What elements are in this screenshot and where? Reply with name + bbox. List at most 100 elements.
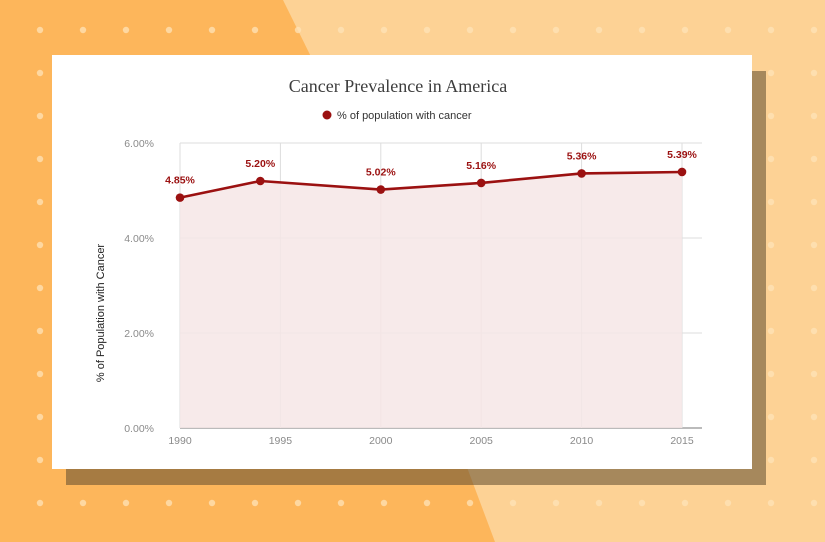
x-tick-label: 1995 [269, 435, 293, 447]
background-dot [36, 26, 44, 34]
background-dot [36, 327, 44, 335]
background-dot [767, 370, 775, 378]
background-dot [337, 499, 345, 507]
background-dot [681, 26, 689, 34]
x-tick-label: 2015 [670, 435, 694, 447]
background-dot [810, 69, 818, 77]
background-dot [423, 26, 431, 34]
background-dot [36, 456, 44, 464]
legend-marker-icon [322, 110, 332, 120]
data-label: 5.36% [567, 150, 597, 162]
x-tick-label: 2010 [570, 435, 594, 447]
x-tick-label: 2000 [369, 435, 393, 447]
background-dot [810, 370, 818, 378]
data-labels: 4.85% 5.20% 5.02% 5.16% 5.36% 5.39% [165, 149, 697, 187]
background-dot [767, 327, 775, 335]
background-dot [466, 499, 474, 507]
y-tick-label: 0.00% [124, 423, 154, 435]
background-dot [165, 26, 173, 34]
background-dot [810, 112, 818, 120]
data-point [476, 178, 486, 188]
y-tick-label: 4.00% [124, 233, 154, 245]
background-dot [208, 26, 216, 34]
background-dot [36, 155, 44, 163]
background-dot [767, 499, 775, 507]
background-dot [810, 198, 818, 206]
background-dot [36, 370, 44, 378]
background-dot [122, 26, 130, 34]
background-dot [767, 26, 775, 34]
background-dot [810, 155, 818, 163]
background-dot [810, 499, 818, 507]
background-dot [79, 26, 87, 34]
background-dot [36, 499, 44, 507]
background-dot [724, 499, 732, 507]
background-dot [810, 456, 818, 464]
background-dot [638, 499, 646, 507]
background-dot [767, 198, 775, 206]
background-dot [681, 499, 689, 507]
data-label: 5.20% [245, 158, 275, 170]
data-label: 5.16% [466, 160, 496, 172]
background-dot [810, 413, 818, 421]
data-label: 4.85% [165, 175, 195, 187]
background-dot [509, 499, 517, 507]
background-dot [810, 284, 818, 292]
y-axis-ticks: 0.00% 2.00% 4.00% 6.00% [124, 138, 154, 435]
x-tick-label: 2005 [470, 435, 494, 447]
background-dot [380, 26, 388, 34]
y-axis-title: % of Population with Cancer [95, 244, 107, 383]
background-dot [423, 499, 431, 507]
background-dot [810, 241, 818, 249]
background-dot [294, 499, 302, 507]
series-line [179, 170, 683, 199]
background-dot [79, 499, 87, 507]
data-label: 5.39% [667, 149, 697, 161]
background-dot [810, 327, 818, 335]
data-label: 5.02% [366, 167, 396, 179]
background-dot [810, 26, 818, 34]
background-dot [36, 413, 44, 421]
line-chart: Cancer Prevalence in America % of popula… [95, 76, 702, 447]
legend-label: % of population with cancer [337, 110, 472, 122]
background-dot [595, 499, 603, 507]
background-dot [509, 26, 517, 34]
background-dot [36, 284, 44, 292]
y-tick-label: 2.00% [124, 328, 154, 340]
background-dot [767, 155, 775, 163]
series-area-fill [180, 172, 682, 428]
background-dot [122, 499, 130, 507]
background-dot [36, 69, 44, 77]
background-dot [337, 26, 345, 34]
data-point [677, 167, 687, 177]
background-dot [552, 499, 560, 507]
y-tick-label: 6.00% [124, 138, 154, 150]
background-dot [595, 26, 603, 34]
background-dot [208, 499, 216, 507]
x-axis-ticks: 1990 1995 2000 2005 2010 2015 [168, 435, 694, 447]
background-dot [767, 112, 775, 120]
background-dot [767, 456, 775, 464]
background-dot [36, 241, 44, 249]
background-dot [36, 198, 44, 206]
data-point [577, 169, 586, 178]
background-dot [294, 26, 302, 34]
background-dot [466, 26, 474, 34]
background-dot [380, 499, 388, 507]
background-dot [767, 413, 775, 421]
background-dot [251, 26, 259, 34]
background-dot [638, 26, 646, 34]
background-dot [165, 499, 173, 507]
background-dot [767, 241, 775, 249]
data-point [376, 185, 386, 194]
background-dot [724, 26, 732, 34]
data-points [175, 167, 687, 202]
background-dot [767, 69, 775, 77]
data-point [175, 193, 185, 202]
background-dot [552, 26, 560, 34]
x-tick-label: 1990 [168, 435, 192, 447]
data-point [256, 176, 265, 186]
background-dot [767, 284, 775, 292]
legend: % of population with cancer [322, 110, 472, 122]
background-dot [36, 112, 44, 120]
